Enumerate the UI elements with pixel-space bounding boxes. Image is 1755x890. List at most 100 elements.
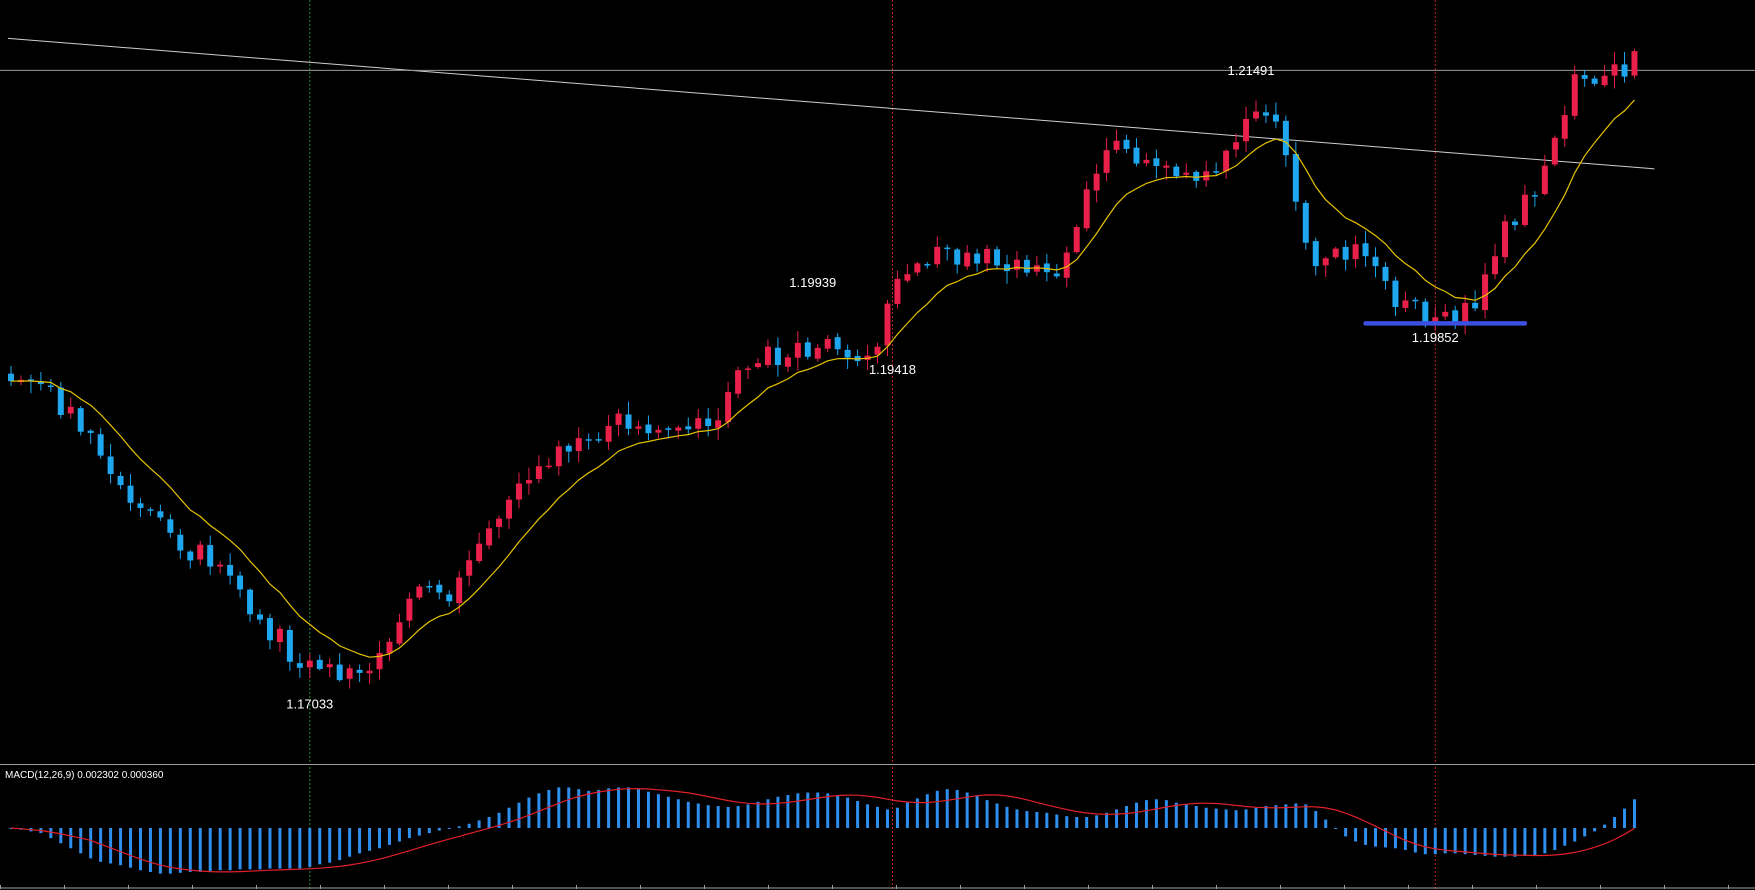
candle-body bbox=[326, 664, 333, 668]
candle-body bbox=[286, 629, 293, 662]
candle bbox=[1621, 51, 1628, 83]
candle-body bbox=[874, 346, 881, 355]
candle-body bbox=[336, 664, 343, 681]
candle-body bbox=[1631, 51, 1638, 76]
candle bbox=[1362, 230, 1369, 267]
candle-body bbox=[605, 425, 612, 442]
macd-histogram-bar bbox=[567, 787, 571, 828]
macd-histogram-bar bbox=[178, 828, 182, 873]
candle bbox=[1223, 149, 1230, 179]
macd-histogram-bar bbox=[198, 828, 202, 872]
macd-histogram-bar bbox=[1354, 828, 1358, 842]
candle bbox=[1631, 48, 1638, 79]
macd-histogram-bar bbox=[1314, 811, 1318, 828]
macd-histogram-bar bbox=[148, 828, 152, 872]
macd-histogram-bar bbox=[1364, 828, 1368, 845]
candle-body bbox=[1472, 302, 1479, 309]
candle-body bbox=[834, 337, 841, 350]
candle bbox=[1073, 224, 1080, 254]
candle-body bbox=[1482, 274, 1489, 311]
candle-body bbox=[535, 466, 542, 480]
candle-body bbox=[924, 264, 931, 266]
candle bbox=[515, 472, 522, 509]
candle-body bbox=[715, 420, 722, 428]
macd-histogram-bar bbox=[308, 828, 312, 867]
candle bbox=[356, 664, 363, 683]
macd-panel[interactable]: MACD(12,26,9) 0.002302 0.000360 bbox=[0, 767, 1755, 889]
candle-body bbox=[725, 392, 732, 423]
candle bbox=[545, 457, 552, 470]
candle-body bbox=[824, 339, 831, 349]
candle bbox=[207, 535, 214, 575]
macd-histogram-bar bbox=[925, 794, 929, 828]
candle bbox=[426, 580, 433, 593]
candle bbox=[107, 443, 114, 484]
macd-histogram-bar bbox=[1085, 817, 1089, 828]
candle-body bbox=[1422, 301, 1429, 325]
macd-histogram-bar bbox=[1543, 828, 1547, 854]
trendline[interactable] bbox=[7, 37, 1655, 170]
candle-body bbox=[685, 426, 692, 430]
macd-histogram-bar bbox=[1443, 828, 1447, 854]
candle bbox=[745, 365, 752, 379]
price-chart[interactable]: 1.17033 1.19939 1.19418 1.21491 1.19852 bbox=[0, 0, 1755, 765]
macd-histogram-bar bbox=[1383, 828, 1387, 848]
candle bbox=[974, 248, 981, 272]
macd-histogram-bar bbox=[945, 789, 949, 828]
macd-histogram-bar bbox=[1115, 809, 1119, 828]
candle bbox=[605, 415, 612, 450]
candle bbox=[157, 504, 164, 522]
candle-body bbox=[247, 589, 254, 615]
candle-body bbox=[954, 249, 961, 265]
candle bbox=[8, 365, 14, 387]
macd-histogram-bar bbox=[1603, 824, 1607, 828]
macd-histogram-bar bbox=[1513, 828, 1517, 857]
macd-histogram-bar bbox=[985, 800, 989, 828]
candle-body bbox=[8, 373, 14, 382]
candle bbox=[535, 455, 542, 484]
candle bbox=[705, 407, 712, 437]
macd-histogram-bar bbox=[1164, 800, 1168, 828]
candle-body bbox=[804, 342, 811, 357]
candle bbox=[1372, 247, 1379, 278]
candle-body bbox=[755, 363, 761, 368]
macd-histogram-bar bbox=[955, 789, 959, 828]
candle-body bbox=[276, 628, 283, 643]
candle-body bbox=[207, 545, 214, 567]
macd-histogram-bar bbox=[288, 828, 292, 869]
macd-histogram-bar bbox=[1593, 828, 1597, 832]
candle-body bbox=[705, 418, 712, 426]
macd-histogram-bar bbox=[1025, 811, 1029, 828]
candle-body bbox=[137, 503, 144, 508]
price-annotation: 1.17033 bbox=[286, 696, 333, 711]
candle bbox=[1123, 134, 1130, 153]
candle-body bbox=[1521, 194, 1528, 226]
candle bbox=[1053, 264, 1060, 279]
candle bbox=[675, 425, 682, 439]
candle bbox=[47, 379, 54, 393]
candle-body bbox=[1581, 75, 1588, 79]
candle bbox=[1382, 262, 1389, 290]
macd-histogram-bar bbox=[915, 798, 919, 828]
candle bbox=[247, 588, 254, 622]
macd-histogram-bar bbox=[99, 828, 103, 862]
macd-histogram-bar bbox=[557, 787, 561, 828]
macd-histogram-bar bbox=[1055, 814, 1059, 828]
candle-body bbox=[506, 499, 512, 519]
macd-histogram-bar bbox=[806, 792, 810, 828]
candle bbox=[127, 474, 134, 511]
candle-body bbox=[645, 424, 652, 434]
candle-body bbox=[814, 347, 821, 359]
candle bbox=[217, 560, 224, 574]
macd-histogram-bar bbox=[547, 789, 551, 828]
macd-histogram-bar bbox=[1573, 828, 1577, 842]
candle-body bbox=[117, 475, 124, 486]
candle bbox=[87, 429, 94, 444]
candle-body bbox=[1531, 195, 1538, 197]
macd-histogram-bar bbox=[885, 809, 889, 828]
candle bbox=[1432, 306, 1439, 331]
macd-histogram-bar bbox=[1583, 828, 1587, 837]
candle bbox=[97, 427, 104, 459]
candle-body bbox=[1223, 150, 1230, 172]
macd-histogram-bar bbox=[158, 828, 162, 874]
